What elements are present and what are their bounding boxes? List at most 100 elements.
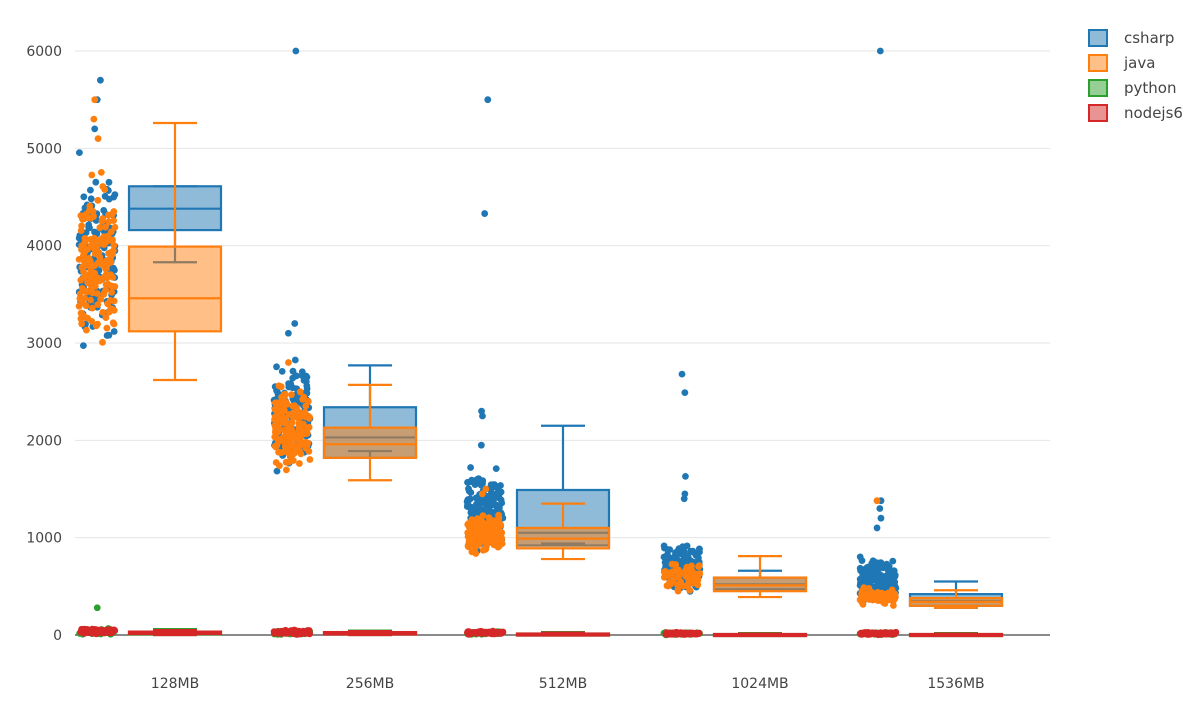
java-point bbox=[303, 429, 311, 437]
nodejs6-point bbox=[286, 628, 293, 636]
java-point bbox=[108, 289, 116, 296]
csharp-point bbox=[80, 193, 88, 201]
java-point bbox=[694, 576, 702, 583]
java-point bbox=[888, 586, 896, 594]
java-point bbox=[94, 301, 102, 308]
java-point bbox=[481, 535, 489, 543]
java-outlier-point bbox=[90, 115, 98, 123]
java-point bbox=[482, 546, 490, 553]
csharp-point bbox=[467, 464, 474, 471]
java-point bbox=[90, 234, 98, 242]
java-point bbox=[105, 218, 113, 226]
csharp-point bbox=[884, 579, 892, 586]
java-point bbox=[305, 423, 313, 431]
java-point bbox=[88, 304, 96, 312]
csharp-outlier-point bbox=[91, 125, 99, 133]
java-point bbox=[495, 534, 503, 541]
java-box-256MB[interactable] bbox=[322, 383, 418, 482]
legend[interactable]: csharp java python nodejs6 bbox=[1088, 29, 1183, 122]
nodejs6-point bbox=[691, 630, 699, 638]
java-point bbox=[670, 574, 678, 582]
java-point bbox=[675, 571, 683, 579]
legend-item-python[interactable]: python bbox=[1088, 79, 1176, 97]
java-box-1536MB[interactable] bbox=[908, 589, 1004, 609]
java-point bbox=[883, 593, 891, 600]
java-point bbox=[687, 579, 694, 586]
java-point bbox=[305, 415, 313, 422]
java-point bbox=[280, 405, 288, 413]
nodejs6-box-512MB[interactable] bbox=[515, 631, 611, 637]
nodejs6-point bbox=[889, 629, 897, 637]
nodejs6-box-128MB[interactable] bbox=[127, 629, 223, 637]
nodejs6-point bbox=[294, 629, 302, 637]
java-box-128MB[interactable] bbox=[127, 121, 223, 382]
java-point bbox=[100, 290, 108, 297]
java-point bbox=[470, 517, 477, 525]
y-axis-ticks: 0 1000 2000 3000 4000 5000 6000 bbox=[26, 44, 62, 644]
csharp-point bbox=[105, 331, 113, 339]
csharp-point bbox=[291, 356, 299, 364]
x-tick-label: 256MB bbox=[346, 676, 394, 692]
java-point bbox=[862, 590, 870, 598]
java-point bbox=[108, 210, 116, 218]
y-tick-label: 5000 bbox=[26, 141, 62, 157]
legend-swatch bbox=[1088, 79, 1108, 97]
csharp-point bbox=[87, 195, 95, 203]
legend-item-java[interactable]: java bbox=[1088, 54, 1155, 72]
java-point bbox=[300, 425, 307, 433]
csharp-point bbox=[856, 553, 864, 561]
java-point bbox=[471, 544, 479, 552]
nodejs6-point bbox=[859, 630, 867, 637]
java-point bbox=[98, 217, 106, 225]
nodejs6-point bbox=[303, 628, 311, 636]
x-tick-label: 128MB bbox=[151, 676, 199, 692]
csharp-point bbox=[866, 575, 874, 583]
csharp-point bbox=[696, 548, 703, 556]
nodejs6-point bbox=[278, 629, 286, 637]
java-box-512MB[interactable] bbox=[515, 502, 611, 561]
java-point bbox=[304, 439, 312, 447]
csharp-outlier-point bbox=[682, 472, 689, 480]
java-point bbox=[695, 562, 703, 570]
nodejs6-point bbox=[81, 629, 88, 637]
java-point bbox=[480, 530, 488, 538]
csharp-point bbox=[101, 192, 109, 200]
java-point bbox=[81, 295, 89, 302]
csharp-point bbox=[478, 497, 486, 505]
java-point bbox=[80, 215, 88, 223]
java-point bbox=[484, 519, 492, 527]
nodejs6-point bbox=[468, 630, 476, 637]
nodejs6-point bbox=[478, 629, 486, 637]
csharp-point bbox=[303, 382, 311, 390]
java-point bbox=[89, 208, 97, 215]
csharp-point bbox=[492, 465, 500, 472]
csharp-outlier-point bbox=[481, 210, 489, 217]
python-outlier-point bbox=[93, 604, 101, 612]
nodejs6-point bbox=[270, 628, 278, 635]
csharp-point bbox=[663, 552, 670, 560]
nodejs6-box-1536MB[interactable] bbox=[908, 632, 1004, 638]
java-point bbox=[287, 420, 295, 428]
java-point bbox=[288, 391, 295, 399]
csharp-outlier-point bbox=[292, 47, 300, 55]
nodejs6-box-256MB[interactable] bbox=[322, 630, 418, 637]
csharp-point bbox=[105, 178, 113, 186]
csharp-point bbox=[664, 546, 671, 553]
legend-item-nodejs6[interactable]: nodejs6 bbox=[1088, 104, 1183, 122]
java-point bbox=[99, 338, 106, 346]
java-point bbox=[306, 456, 314, 463]
csharp-point bbox=[300, 377, 308, 384]
csharp-point bbox=[683, 542, 691, 550]
java-point bbox=[302, 402, 310, 410]
java-point bbox=[95, 252, 103, 259]
csharp-point bbox=[486, 502, 493, 510]
csharp-point bbox=[273, 363, 280, 371]
csharp-outlier-point bbox=[681, 490, 689, 498]
java-point bbox=[96, 277, 103, 284]
java-box-1024MB[interactable] bbox=[712, 555, 808, 599]
nodejs6-box-1024MB[interactable] bbox=[712, 632, 808, 638]
java-point bbox=[111, 223, 119, 231]
csharp-point bbox=[883, 573, 891, 581]
legend-item-csharp[interactable]: csharp bbox=[1088, 29, 1174, 47]
